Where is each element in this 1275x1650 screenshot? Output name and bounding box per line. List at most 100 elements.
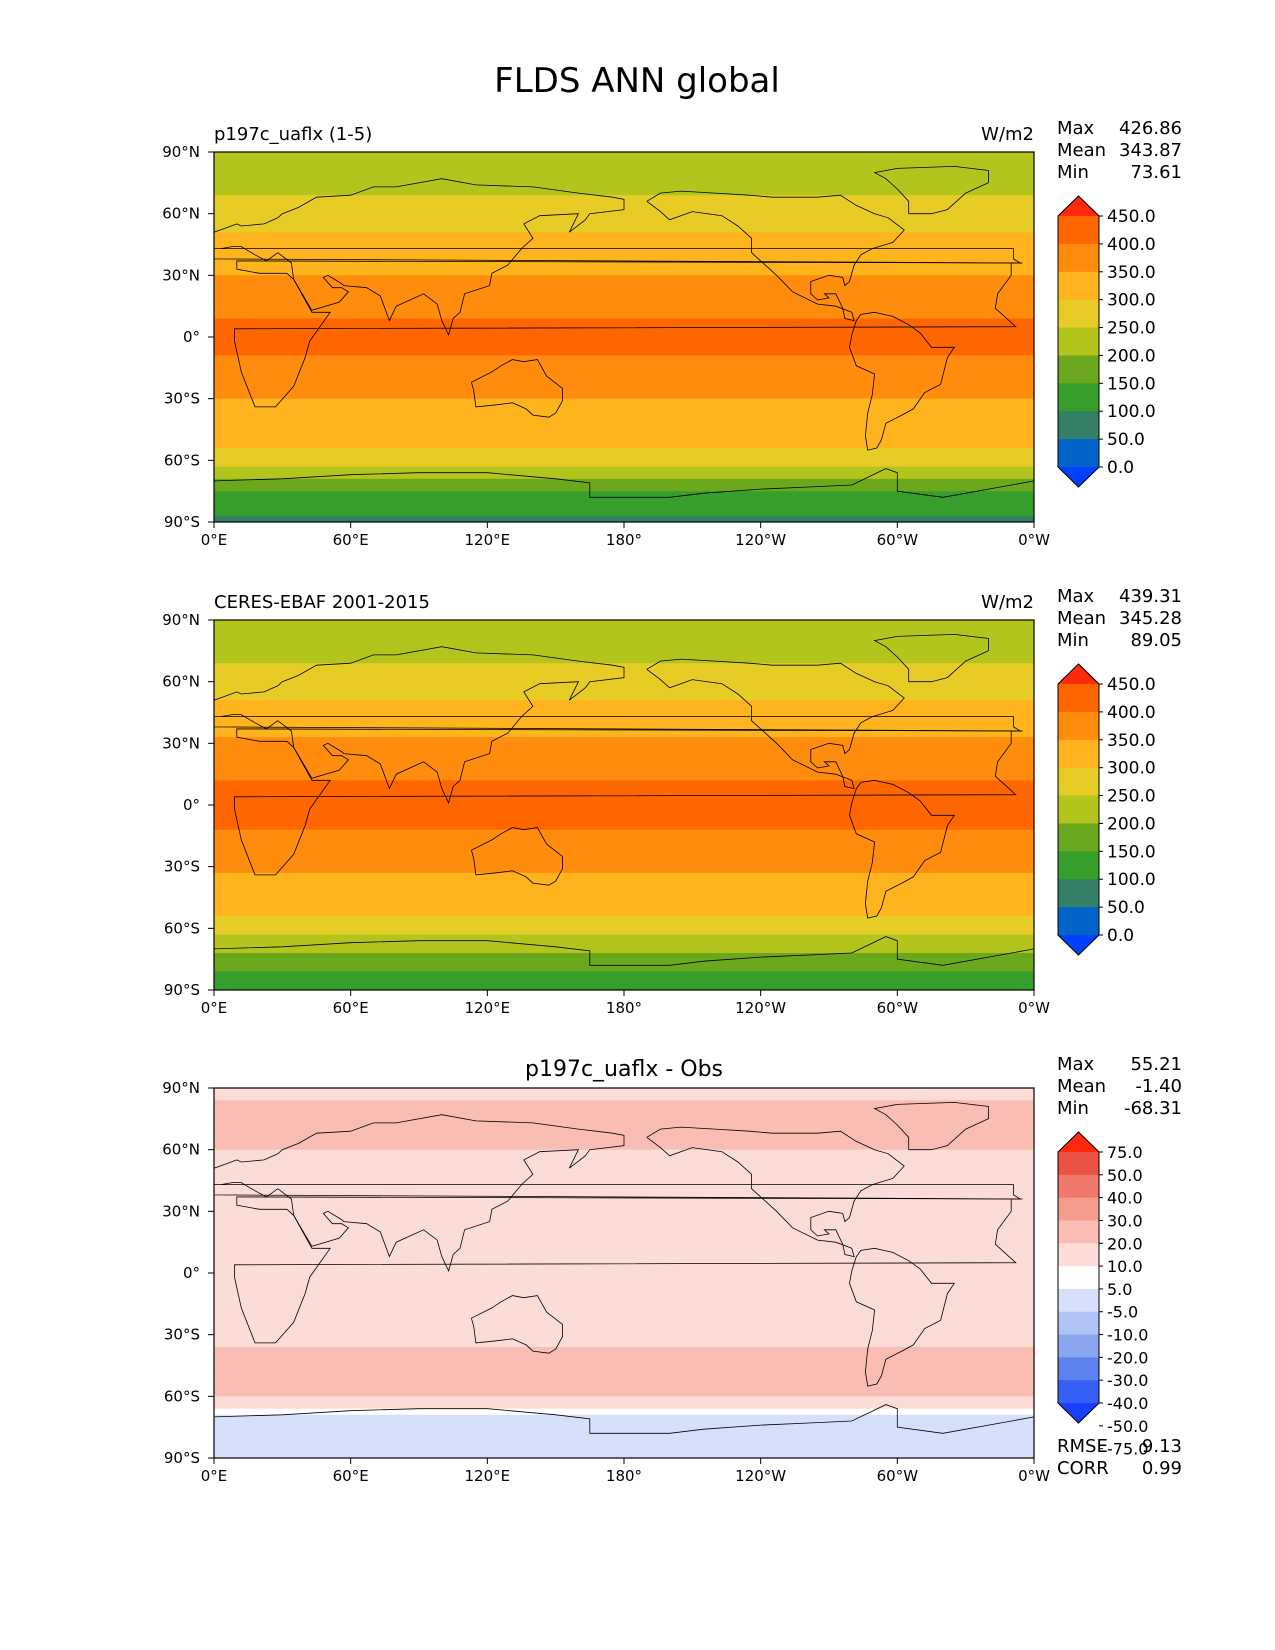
y-tick-label: 60°S xyxy=(164,1387,200,1405)
field-band xyxy=(214,1186,1034,1194)
field-band xyxy=(214,811,1034,818)
colorbar-label: 0.0 xyxy=(1107,458,1134,478)
x-tick-label: 0°E xyxy=(201,531,228,549)
field-band xyxy=(214,195,1034,202)
y-tick-label: 60°N xyxy=(162,673,200,691)
colorbar-label: 75.0 xyxy=(1107,1143,1143,1162)
field-band xyxy=(214,891,1034,898)
field-band xyxy=(214,1433,1034,1440)
field-band xyxy=(214,953,1034,960)
field-band xyxy=(214,1445,1034,1453)
colorbar-swatch xyxy=(1058,1197,1099,1221)
colorbar-extend-top xyxy=(1058,664,1099,684)
coastline xyxy=(234,260,1023,408)
field-band xyxy=(214,355,1034,363)
field-band xyxy=(214,1427,1034,1434)
field-band xyxy=(214,786,1034,794)
coastline xyxy=(646,1126,905,1258)
figure-title: FLDS ANN global xyxy=(494,61,780,101)
coastline xyxy=(646,190,905,322)
colorbar-label: 250.0 xyxy=(1107,787,1156,807)
y-tick-label: 90°S xyxy=(164,1449,200,1467)
field-band xyxy=(214,1365,1034,1373)
y-tick-label: 30°N xyxy=(162,734,200,752)
field-band xyxy=(214,330,1034,338)
colorbar-label: -75.0 xyxy=(1107,1440,1148,1459)
stat-label-mean: Mean xyxy=(1057,1076,1106,1097)
field-band xyxy=(214,1396,1034,1403)
stat-value-max: 439.31 xyxy=(1119,586,1182,607)
field-band xyxy=(214,632,1034,639)
field-band xyxy=(214,687,1034,695)
colorbar-label: -10.0 xyxy=(1107,1326,1148,1345)
x-tick-label: 60°E xyxy=(333,999,369,1017)
colorbar: 75.0 50.0 40.0 30.0 20.0 10.0 5.0 -5.0 -10.0 -20.… xyxy=(1057,1131,1148,1459)
field-band xyxy=(214,1236,1034,1243)
coastline xyxy=(214,646,1022,805)
field-band xyxy=(214,429,1034,437)
coastline xyxy=(234,728,1023,876)
field-band xyxy=(214,244,1034,252)
field-band xyxy=(214,497,1034,504)
field-band xyxy=(214,263,1034,270)
field-band xyxy=(214,909,1034,917)
field-band xyxy=(214,1143,1034,1151)
field-band xyxy=(214,1100,1034,1107)
field-band xyxy=(214,1199,1034,1206)
colorbar-label: 300.0 xyxy=(1107,291,1156,311)
y-tick-label: 90°S xyxy=(164,981,200,999)
y-tick-label: 30°N xyxy=(162,1202,200,1220)
colorbar-swatch xyxy=(1058,1174,1099,1199)
field-band xyxy=(214,657,1034,664)
field-band xyxy=(214,983,1034,990)
colorbar-label: 400.0 xyxy=(1107,235,1156,255)
stat-label-mean: Mean xyxy=(1057,608,1106,629)
field-band xyxy=(214,392,1034,400)
field-band xyxy=(214,1316,1034,1323)
field-band xyxy=(214,367,1034,375)
field-band xyxy=(214,1451,1034,1458)
colorbar-label: 150.0 xyxy=(1107,374,1156,394)
x-tick-label: 60°E xyxy=(333,531,369,549)
stat-label-max: Max xyxy=(1057,1054,1095,1075)
colorbar-label: -30.0 xyxy=(1107,1371,1148,1390)
field-band xyxy=(214,1273,1034,1280)
colorbar-label: 150.0 xyxy=(1107,842,1156,862)
y-tick-label: 60°S xyxy=(164,919,200,937)
y-tick-label: 90°N xyxy=(162,1079,200,1097)
coastlines xyxy=(214,165,1034,498)
field-band xyxy=(214,848,1034,855)
stat-value-min: 73.61 xyxy=(1130,162,1182,183)
y-tick-label: 30°S xyxy=(164,858,200,876)
field-band xyxy=(214,959,1034,966)
field-band xyxy=(214,417,1034,424)
colorbar-label: 40.0 xyxy=(1107,1189,1143,1208)
colorbar-swatch xyxy=(1058,327,1099,356)
field-band xyxy=(214,1242,1034,1249)
panels: 0°E 60°E 120°E 180° 120°W 60°W 0°W 90°N 60°N 30°N… xyxy=(162,118,1182,1485)
field-band xyxy=(214,977,1034,985)
field-band xyxy=(214,423,1034,430)
field-band xyxy=(214,731,1034,738)
coastlines xyxy=(214,1101,1034,1434)
stat-value-mean: 343.87 xyxy=(1119,140,1182,161)
field-band xyxy=(214,946,1034,954)
colorbar-swatch xyxy=(1058,823,1099,852)
colorbar-label: 0.0 xyxy=(1107,926,1134,946)
field-band xyxy=(214,934,1034,942)
y-tick-label: 90°S xyxy=(164,513,200,531)
colorbar-swatch xyxy=(1058,907,1099,936)
map-panel-3: 0°E 60°E 120°E 180° 120°W 60°W 0°W 90°N 60°N 30°N… xyxy=(162,1054,1182,1485)
stat-label-corr: CORR xyxy=(1057,1458,1109,1479)
field-band xyxy=(214,965,1034,972)
coastline xyxy=(214,1404,1034,1434)
colorbar-label: 50.0 xyxy=(1107,898,1145,918)
field-band xyxy=(214,774,1034,781)
field-band xyxy=(214,1334,1034,1342)
field-band xyxy=(214,281,1034,289)
field-band xyxy=(214,232,1034,239)
coastline xyxy=(873,165,989,215)
stat-label-max: Max xyxy=(1057,118,1095,139)
colorbar-swatch xyxy=(1058,1243,1099,1267)
